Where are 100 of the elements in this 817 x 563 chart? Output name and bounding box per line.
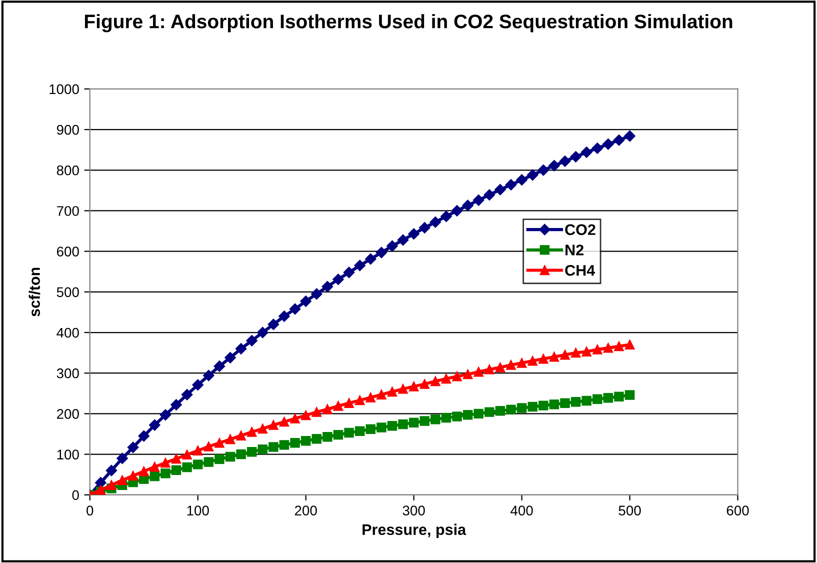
y-tick-label: 900 [56, 124, 79, 135]
y-tick-label: 300 [56, 368, 79, 378]
point [300, 296, 312, 307]
point [300, 410, 311, 420]
point [376, 390, 386, 400]
point [322, 432, 332, 442]
point [171, 454, 182, 464]
x-tick-label: 600 [726, 506, 749, 516]
point [582, 396, 592, 406]
point [570, 151, 582, 162]
point [366, 392, 376, 402]
x-axis-title: Pressure, psia [362, 524, 466, 538]
point [365, 253, 376, 265]
point [204, 442, 214, 452]
point [603, 343, 614, 353]
x-tick-label: 0 [86, 506, 94, 516]
point [235, 343, 247, 354]
point [560, 398, 570, 408]
point [387, 386, 398, 397]
point [408, 382, 419, 392]
point [214, 438, 224, 448]
point [344, 398, 354, 408]
point [278, 310, 290, 322]
point [106, 480, 116, 490]
point [474, 367, 484, 377]
point [538, 354, 548, 364]
y-tick-label: 800 [56, 165, 79, 176]
point [420, 416, 430, 426]
point [214, 454, 224, 464]
point [268, 318, 280, 330]
point [452, 371, 462, 382]
point [484, 364, 494, 374]
point [462, 200, 474, 212]
y-tick-label: 500 [56, 287, 79, 298]
point [624, 390, 635, 400]
point [182, 462, 192, 472]
point [549, 399, 560, 410]
point [614, 341, 624, 352]
x-tick-label: 100 [187, 506, 209, 516]
point [150, 471, 160, 482]
point [300, 436, 311, 446]
point [354, 260, 366, 272]
point [387, 421, 398, 431]
point [484, 189, 496, 201]
point [333, 430, 344, 440]
point [181, 389, 193, 400]
y-tick-label: 1000 [50, 84, 79, 94]
point [603, 393, 614, 403]
point [268, 420, 278, 430]
point [268, 442, 278, 452]
point [420, 379, 430, 389]
point [624, 340, 635, 350]
point [451, 205, 463, 216]
point [279, 416, 290, 427]
point [528, 402, 538, 412]
point [204, 457, 214, 467]
point [192, 379, 204, 390]
point [430, 414, 440, 424]
point [354, 395, 365, 406]
point [505, 179, 517, 190]
point [333, 401, 344, 411]
point [246, 335, 258, 346]
point [225, 452, 236, 462]
point [559, 156, 571, 167]
point [182, 450, 192, 460]
point [398, 384, 408, 394]
point [224, 352, 236, 364]
point [560, 350, 570, 360]
point [354, 426, 365, 436]
point [332, 274, 344, 285]
point [290, 414, 300, 424]
point [516, 403, 527, 413]
point [366, 424, 376, 434]
point [127, 442, 139, 453]
point [192, 446, 203, 456]
point [95, 477, 106, 488]
point [160, 458, 170, 468]
point [441, 412, 452, 423]
point [474, 408, 484, 419]
point [580, 146, 592, 158]
point [171, 465, 182, 475]
point [225, 434, 236, 444]
y-tick-label: 0 [72, 490, 79, 500]
point [246, 446, 257, 457]
point [398, 419, 408, 430]
point [257, 326, 268, 338]
point [192, 460, 203, 470]
point [516, 174, 528, 186]
point [592, 394, 602, 404]
point [236, 430, 246, 440]
point [149, 419, 160, 431]
point [312, 407, 322, 417]
point [441, 374, 452, 384]
point [462, 410, 473, 420]
point [484, 407, 494, 417]
point [116, 452, 128, 464]
point [117, 475, 128, 486]
point [570, 397, 581, 407]
point [408, 418, 419, 428]
point [376, 246, 388, 258]
